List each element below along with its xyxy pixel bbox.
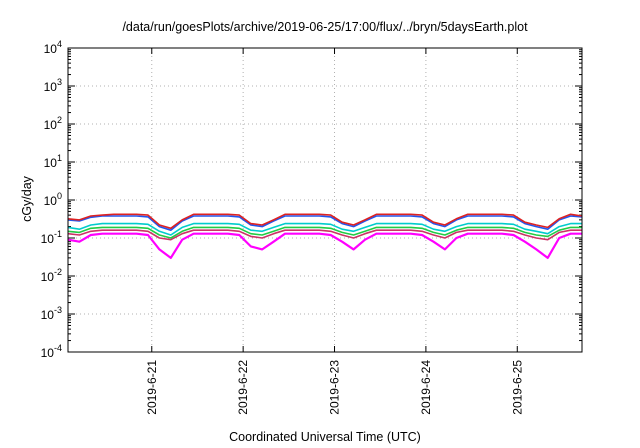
x-tick-label: 2019-6-23 — [328, 360, 342, 415]
y-tick-label: 10-2 — [41, 267, 62, 284]
x-tick-label: 2019-6-22 — [236, 360, 250, 415]
y-tick-label: 10-3 — [41, 305, 62, 322]
series-line-1 — [67, 232, 582, 259]
x-tick-label: 2019-6-21 — [145, 360, 159, 415]
series-line-5 — [67, 215, 583, 231]
series-line-3 — [67, 226, 582, 239]
y-tick-label: 102 — [44, 115, 62, 132]
series-line-2 — [67, 229, 582, 241]
y-tick-label: 104 — [44, 39, 62, 56]
series-line-6 — [67, 213, 583, 230]
y-tick-label: 10-1 — [41, 229, 62, 246]
x-axis-label: Coordinated Universal Time (UTC) — [229, 430, 421, 444]
series-line-4 — [67, 222, 582, 236]
x-tick-label: 2019-6-25 — [510, 360, 524, 415]
y-tick-label: 10-4 — [41, 343, 62, 360]
chart-title: /data/run/goesPlots/archive/2019-06-25/1… — [122, 20, 528, 34]
y-tick-label: 103 — [44, 77, 62, 94]
x-tick-label: 2019-6-24 — [419, 360, 433, 415]
y-tick-label: 101 — [44, 153, 62, 170]
y-tick-label: 100 — [44, 191, 62, 208]
plot-frame — [67, 47, 583, 353]
y-axis-label: cGy/day — [20, 176, 34, 222]
